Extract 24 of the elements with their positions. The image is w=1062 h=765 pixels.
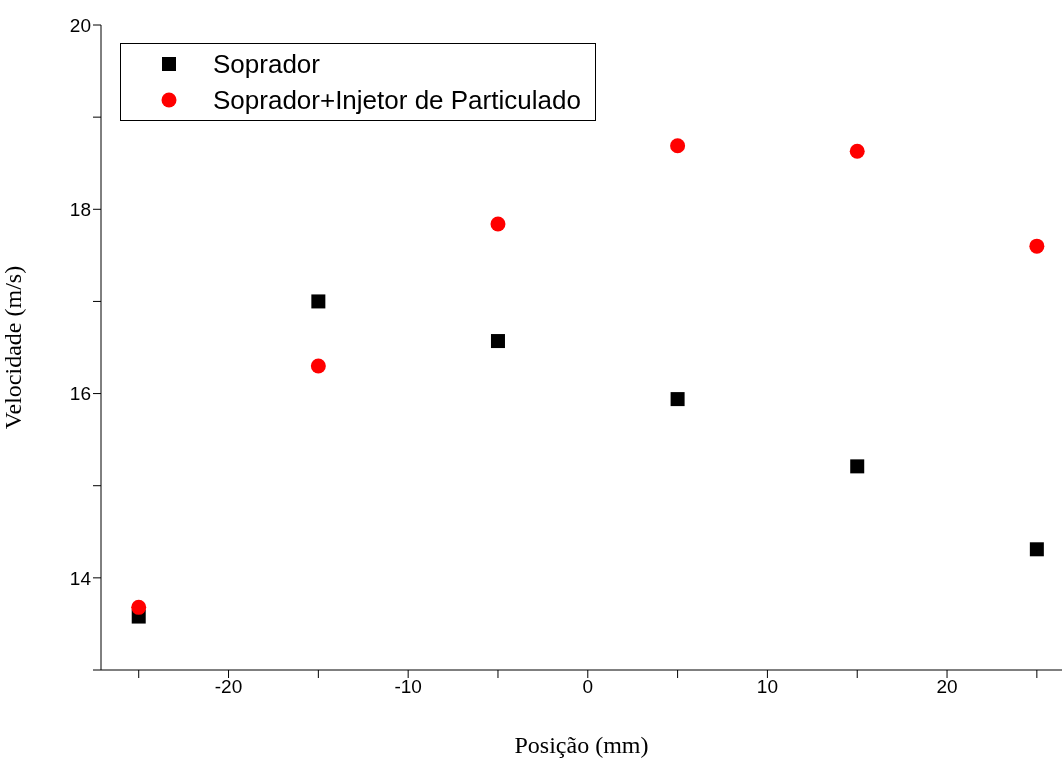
y-tick-label: 14 [69,567,92,589]
legend-label: Soprador+Injetor de Particulado [213,84,581,117]
y-axis-title: Velocidade (m/s) [0,265,26,430]
x-tick-label: 10 [756,676,778,698]
x-tick-label: -10 [394,676,422,698]
y-tick-label: 20 [69,14,91,36]
point [490,334,505,349]
point [1029,238,1045,254]
y-tick-label: 16 [69,383,91,405]
point [1029,542,1044,557]
point [490,216,506,232]
point [311,294,326,309]
point [670,392,685,407]
point [849,143,865,159]
point [670,138,686,154]
x-tick-label: 20 [936,676,958,698]
point [850,459,865,474]
x-tick-label: 0 [582,676,594,698]
x-tick-label: -20 [214,676,243,698]
y-tick-label: 18 [69,199,91,221]
legend-label: Soprador [213,48,320,81]
x-axis-title: Posição (mm) [514,732,649,758]
point [310,358,326,374]
point [131,599,147,615]
